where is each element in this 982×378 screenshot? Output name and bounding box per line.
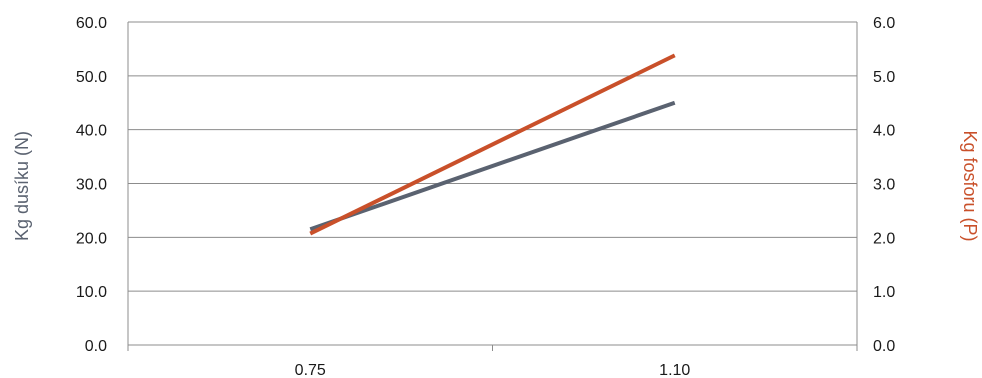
y-left-tick-label: 50.0 — [76, 69, 107, 86]
y-right-tick-label: 2.0 — [873, 230, 895, 247]
series-line-left — [309, 100, 676, 232]
y-right-tick-label: 1.0 — [873, 284, 895, 301]
right-axis-ticks: 0.0 1.0 2.0 3.0 4.0 5.0 6.0 — [873, 15, 895, 355]
y-left-tick-label: 60.0 — [76, 15, 107, 32]
y-right-tick-label: 6.0 — [873, 15, 895, 32]
x-axis-ticks: 0.75 1.10 — [295, 362, 691, 378]
y-left-tick-label: 10.0 — [76, 284, 107, 301]
x-tick-label: 0.75 — [295, 362, 326, 378]
gridlines — [127, 21, 858, 351]
y-left-tick-label: 30.0 — [76, 177, 107, 194]
x-tick-label: 1.10 — [659, 362, 690, 378]
series-lines — [309, 53, 676, 236]
y-right-tick-label: 4.0 — [873, 123, 895, 140]
y-left-tick-label: 0.0 — [85, 338, 107, 355]
y-axis-left-title: Kg dusíku (N) — [12, 131, 32, 241]
y-left-tick-label: 20.0 — [76, 230, 107, 247]
y-right-tick-label: 3.0 — [873, 177, 895, 194]
left-axis-ticks: 0.0 10.0 20.0 30.0 40.0 50.0 60.0 — [76, 15, 107, 355]
series-line-right — [309, 53, 676, 236]
y-right-tick-label: 0.0 — [873, 338, 895, 355]
y-axis-right-title: Kg fosforu (P) — [960, 130, 980, 241]
y-left-tick-label: 40.0 — [76, 123, 107, 140]
y-right-tick-label: 5.0 — [873, 69, 895, 86]
